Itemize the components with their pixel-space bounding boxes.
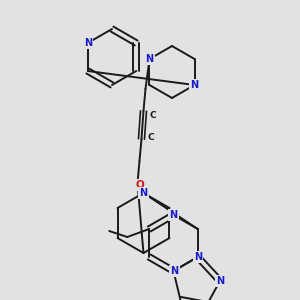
- Text: N: N: [140, 188, 148, 198]
- Text: N: N: [216, 276, 224, 286]
- Text: C: C: [147, 133, 154, 142]
- Text: N: N: [146, 54, 154, 64]
- Text: N: N: [194, 252, 202, 262]
- Text: N: N: [169, 210, 178, 220]
- Text: N: N: [190, 80, 199, 90]
- Text: N: N: [194, 252, 202, 262]
- Text: O: O: [135, 180, 144, 190]
- Text: N: N: [84, 38, 92, 48]
- Text: C: C: [149, 110, 156, 119]
- Text: N: N: [170, 266, 178, 276]
